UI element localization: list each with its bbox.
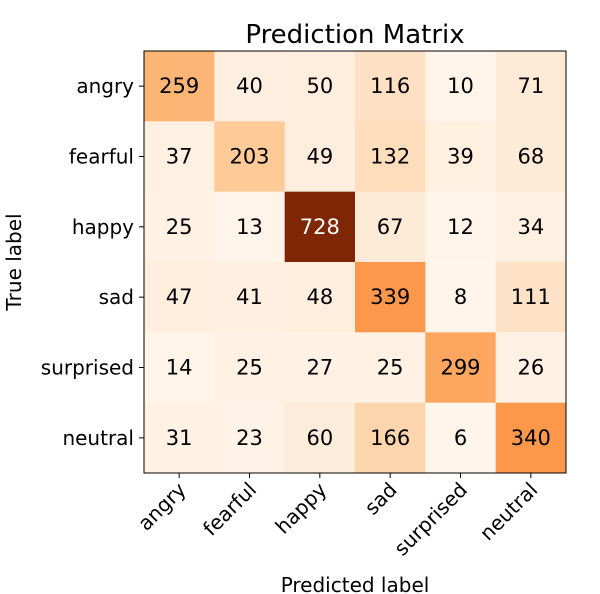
cell-value-label: 68	[517, 145, 544, 169]
cell-value-label: 60	[306, 426, 333, 450]
y-axis-label: True label	[2, 213, 26, 311]
heatmap-cell-neutral-surprised	[425, 402, 497, 474]
cell-value-label: 13	[236, 215, 263, 239]
y-tick-label-sad: sad	[99, 285, 134, 309]
heatmap-cell-angry-sad	[355, 51, 426, 122]
heatmap-cell-fearful-neutral	[495, 121, 567, 193]
heatmap-cell-angry-happy	[284, 51, 356, 122]
cell-value-label: 259	[159, 74, 199, 98]
heatmap-cell-surprised-neutral	[495, 332, 567, 404]
heatmap-cell-sad-surprised	[425, 262, 497, 333]
heatmap-cell-happy-happy	[284, 191, 356, 263]
heatmap-cell-sad-angry	[144, 262, 215, 333]
y-tick-label-neutral: neutral	[62, 426, 134, 450]
cell-value-label: 166	[370, 426, 410, 450]
cell-value-label: 67	[377, 215, 404, 239]
heatmap-cell-angry-surprised	[425, 51, 497, 122]
heatmap-cell-angry-fearful	[214, 51, 286, 122]
cell-value-label: 40	[236, 74, 263, 98]
heatmap-cell-sad-sad	[355, 262, 426, 333]
cell-value-label: 31	[166, 426, 193, 450]
cell-value-label: 25	[377, 356, 404, 380]
chart-title: Prediction Matrix	[245, 20, 464, 50]
cell-value-label: 39	[447, 145, 474, 169]
cell-value-label: 340	[511, 426, 551, 450]
heatmap-cell-neutral-happy	[284, 402, 356, 474]
cell-value-label: 26	[517, 356, 544, 380]
x-tick-label-neutral: neutral	[475, 478, 543, 546]
heatmap-cell-happy-surprised	[425, 191, 497, 263]
heatmap-cell-sad-fearful	[214, 262, 286, 333]
heatmap-cell-fearful-surprised	[425, 121, 497, 193]
cell-value-label: 14	[166, 356, 193, 380]
heatmap-cell-neutral-fearful	[214, 402, 286, 474]
heatmap-cell-fearful-sad	[355, 121, 426, 193]
cell-value-label: 49	[306, 145, 333, 169]
cell-value-label: 48	[306, 285, 333, 309]
heatmap-cell-neutral-neutral	[495, 402, 567, 474]
heatmap-cell-surprised-angry	[144, 332, 215, 404]
cell-value-label: 339	[370, 285, 410, 309]
cell-value-label: 23	[236, 426, 263, 450]
cell-value-label: 111	[511, 285, 551, 309]
y-tick-label-surprised: surprised	[41, 356, 134, 380]
heatmap-cell-fearful-angry	[144, 121, 215, 193]
cell-value-label: 299	[440, 356, 480, 380]
heatmap-cell-fearful-happy	[284, 121, 356, 193]
y-tick-label-fearful: fearful	[69, 145, 134, 169]
x-tick-label-fearful: fearful	[198, 478, 261, 541]
cell-value-label: 728	[300, 215, 340, 239]
cell-value-label: 50	[306, 74, 333, 98]
heatmap-cell-surprised-fearful	[214, 332, 286, 404]
cell-value-label: 37	[166, 145, 193, 169]
x-axis-label: Predicted label	[281, 573, 430, 594]
cell-value-label: 25	[236, 356, 263, 380]
heatmap-cell-fearful-fearful	[214, 121, 286, 193]
cell-value-label: 34	[517, 215, 544, 239]
cell-value-label: 12	[447, 215, 474, 239]
y-tick-label-happy: happy	[72, 215, 134, 239]
heatmap-cell-happy-sad	[355, 191, 426, 263]
cell-value-label: 25	[166, 215, 193, 239]
heatmap-cell-surprised-surprised	[425, 332, 497, 404]
cell-value-label: 8	[454, 285, 467, 309]
x-tick-label-sad: sad	[360, 478, 402, 520]
x-tick-label-angry: angry	[133, 477, 191, 535]
cell-value-label: 116	[370, 74, 410, 98]
cell-value-label: 132	[370, 145, 410, 169]
heatmap-cell-sad-neutral	[495, 262, 567, 333]
cell-value-label: 47	[166, 285, 193, 309]
cell-value-label: 71	[517, 74, 544, 98]
heatmap-cell-sad-happy	[284, 262, 356, 333]
y-axis-ticks: angry fearful happy sad surprised neutral	[41, 74, 144, 450]
heatmap-cell-happy-angry	[144, 191, 215, 263]
x-tick-label-happy: happy	[270, 477, 331, 538]
heatmap-cell-neutral-sad	[355, 402, 426, 474]
cell-value-label: 10	[447, 74, 474, 98]
plot-frame	[143, 50, 567, 474]
cell-value-label: 27	[306, 356, 333, 380]
heatmap-cell-surprised-sad	[355, 332, 426, 404]
cell-value-label: 41	[236, 285, 263, 309]
cell-value-label: 203	[229, 145, 269, 169]
heatmap-cell-surprised-happy	[284, 332, 356, 404]
y-tick-label-angry: angry	[76, 74, 134, 98]
heatmap-cell-happy-neutral	[495, 191, 567, 263]
cell-value-label: 6	[454, 426, 467, 450]
heatmap-cell-neutral-angry	[144, 402, 215, 474]
x-tick-label-surprised: surprised	[389, 478, 472, 561]
heatmap-cell-angry-angry	[144, 51, 215, 122]
heatmap-cell-happy-fearful	[214, 191, 286, 263]
heatmap-cell-angry-neutral	[495, 51, 567, 122]
